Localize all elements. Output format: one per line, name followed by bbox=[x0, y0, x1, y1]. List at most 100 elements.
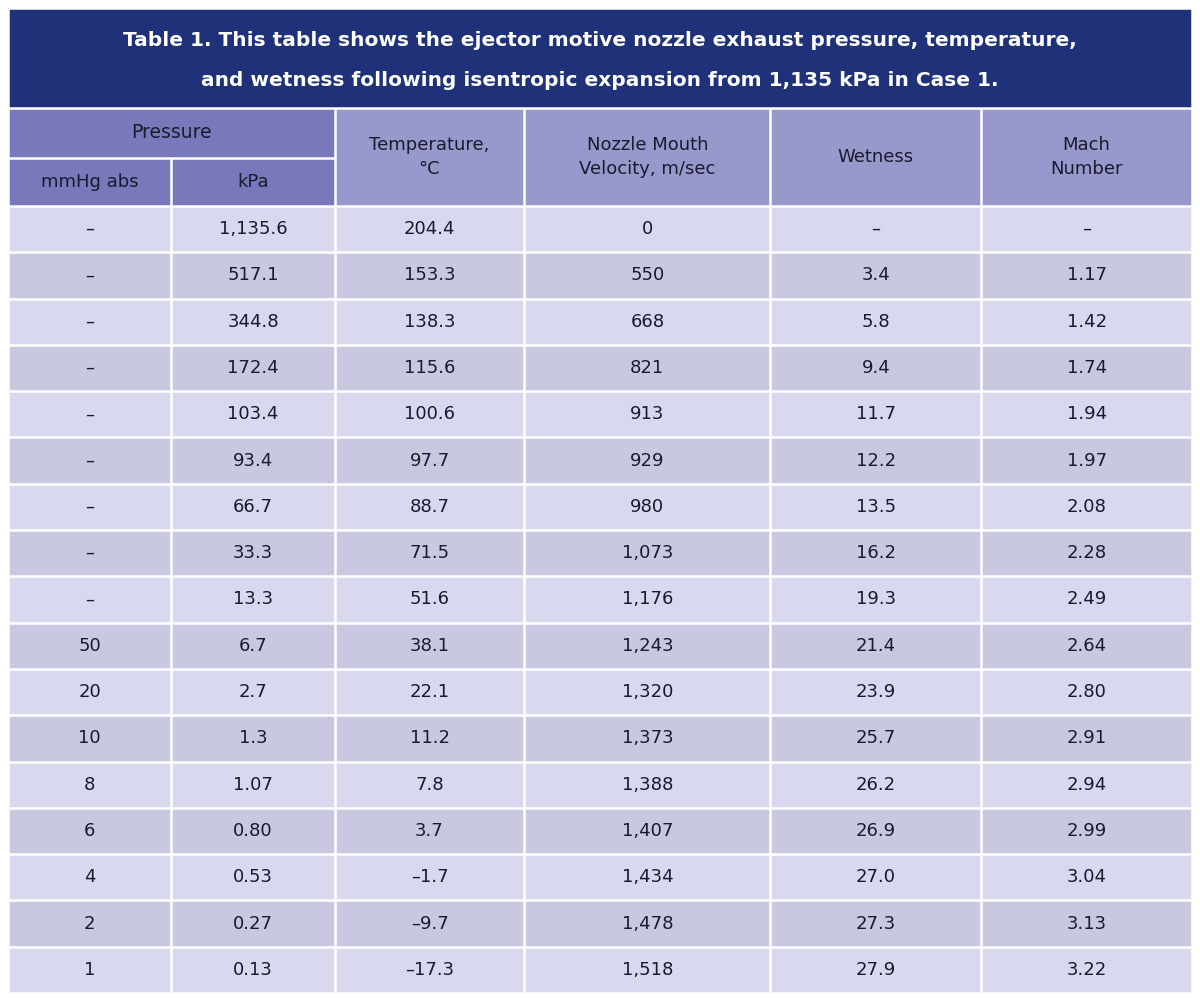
Text: 5.8: 5.8 bbox=[862, 312, 890, 330]
Text: 6: 6 bbox=[84, 822, 95, 840]
Text: 0.80: 0.80 bbox=[233, 822, 272, 840]
Bar bbox=[8, 437, 1192, 483]
Text: 1,407: 1,407 bbox=[622, 822, 673, 840]
Text: 1,176: 1,176 bbox=[622, 591, 673, 609]
Text: 550: 550 bbox=[630, 266, 665, 284]
Text: 103.4: 103.4 bbox=[228, 405, 278, 423]
Text: 1.42: 1.42 bbox=[1067, 312, 1106, 330]
Text: 204.4: 204.4 bbox=[403, 220, 455, 238]
Text: 2: 2 bbox=[84, 915, 96, 933]
Text: 6.7: 6.7 bbox=[239, 637, 268, 655]
Text: Temperature,
°C: Temperature, °C bbox=[370, 136, 490, 178]
Text: –: – bbox=[871, 220, 881, 238]
Text: 38.1: 38.1 bbox=[409, 637, 450, 655]
Text: 22.1: 22.1 bbox=[409, 683, 450, 701]
Text: 8: 8 bbox=[84, 776, 95, 794]
Text: 2.7: 2.7 bbox=[239, 683, 268, 701]
Text: 1,518: 1,518 bbox=[622, 961, 673, 979]
Text: 2.64: 2.64 bbox=[1067, 637, 1106, 655]
Bar bbox=[8, 158, 335, 206]
Text: 3.22: 3.22 bbox=[1067, 961, 1106, 979]
Text: –1.7: –1.7 bbox=[410, 868, 449, 886]
Text: Wetness: Wetness bbox=[838, 148, 914, 166]
Bar bbox=[770, 108, 982, 206]
Text: 1,478: 1,478 bbox=[622, 915, 673, 933]
Text: 1.94: 1.94 bbox=[1067, 405, 1106, 423]
Text: –: – bbox=[85, 405, 94, 423]
Text: 1,135.6: 1,135.6 bbox=[218, 220, 288, 238]
Text: 2.91: 2.91 bbox=[1067, 730, 1106, 748]
Text: 9.4: 9.4 bbox=[862, 359, 890, 377]
Text: 115.6: 115.6 bbox=[404, 359, 455, 377]
Text: –17.3: –17.3 bbox=[404, 961, 454, 979]
Text: 25.7: 25.7 bbox=[856, 730, 896, 748]
Text: 13.3: 13.3 bbox=[233, 591, 274, 609]
Text: 0: 0 bbox=[642, 220, 653, 238]
Bar bbox=[8, 391, 1192, 437]
Bar bbox=[8, 206, 1192, 252]
Text: 88.7: 88.7 bbox=[409, 497, 450, 516]
Text: 13.5: 13.5 bbox=[856, 497, 896, 516]
Text: 50: 50 bbox=[78, 637, 101, 655]
Text: Table 1. This table shows the ejector motive nozzle exhaust pressure, temperatur: Table 1. This table shows the ejector mo… bbox=[124, 30, 1076, 49]
Text: Pressure: Pressure bbox=[131, 123, 211, 142]
Text: 344.8: 344.8 bbox=[227, 312, 278, 330]
Text: 1.17: 1.17 bbox=[1067, 266, 1106, 284]
Text: 11.2: 11.2 bbox=[409, 730, 450, 748]
Text: 2.08: 2.08 bbox=[1067, 497, 1106, 516]
Text: –: – bbox=[1082, 220, 1091, 238]
Text: 1,434: 1,434 bbox=[622, 868, 673, 886]
Text: 517.1: 517.1 bbox=[227, 266, 278, 284]
Text: 2.99: 2.99 bbox=[1067, 822, 1106, 840]
Text: 16.2: 16.2 bbox=[856, 545, 896, 563]
Text: 1,243: 1,243 bbox=[622, 637, 673, 655]
Bar bbox=[8, 623, 1192, 669]
Text: 2.94: 2.94 bbox=[1067, 776, 1106, 794]
Text: 668: 668 bbox=[630, 312, 665, 330]
Text: 12.2: 12.2 bbox=[856, 451, 896, 469]
Bar bbox=[8, 8, 1192, 108]
Bar bbox=[8, 252, 1192, 298]
Text: 1.07: 1.07 bbox=[233, 776, 274, 794]
Text: 2.49: 2.49 bbox=[1067, 591, 1106, 609]
Text: 929: 929 bbox=[630, 451, 665, 469]
Text: 19.3: 19.3 bbox=[856, 591, 896, 609]
Text: 66.7: 66.7 bbox=[233, 497, 274, 516]
Text: 138.3: 138.3 bbox=[403, 312, 455, 330]
Text: 33.3: 33.3 bbox=[233, 545, 274, 563]
Text: 27.0: 27.0 bbox=[856, 868, 896, 886]
Text: 7.8: 7.8 bbox=[415, 776, 444, 794]
Text: –: – bbox=[85, 451, 94, 469]
Bar bbox=[8, 298, 1192, 345]
Text: 3.13: 3.13 bbox=[1067, 915, 1106, 933]
Text: –: – bbox=[85, 497, 94, 516]
Text: 3.4: 3.4 bbox=[862, 266, 890, 284]
Text: 51.6: 51.6 bbox=[409, 591, 450, 609]
Text: 980: 980 bbox=[630, 497, 665, 516]
Text: 3.7: 3.7 bbox=[415, 822, 444, 840]
Text: 153.3: 153.3 bbox=[403, 266, 455, 284]
Text: 172.4: 172.4 bbox=[227, 359, 278, 377]
Text: 4: 4 bbox=[84, 868, 96, 886]
Text: –: – bbox=[85, 312, 94, 330]
Text: 2.28: 2.28 bbox=[1067, 545, 1106, 563]
Text: 93.4: 93.4 bbox=[233, 451, 274, 469]
Text: 97.7: 97.7 bbox=[409, 451, 450, 469]
Text: 26.2: 26.2 bbox=[856, 776, 896, 794]
Bar bbox=[8, 345, 1192, 391]
Text: 26.9: 26.9 bbox=[856, 822, 896, 840]
Text: 0.13: 0.13 bbox=[233, 961, 274, 979]
Text: 27.3: 27.3 bbox=[856, 915, 896, 933]
Bar bbox=[982, 108, 1192, 206]
Text: 913: 913 bbox=[630, 405, 665, 423]
Text: 21.4: 21.4 bbox=[856, 637, 896, 655]
Text: 1,073: 1,073 bbox=[622, 545, 673, 563]
Text: kPa: kPa bbox=[238, 173, 269, 191]
Text: and wetness following isentropic expansion from 1,135 kPa in Case 1.: and wetness following isentropic expansi… bbox=[202, 70, 998, 89]
Bar bbox=[8, 947, 1192, 993]
Bar bbox=[335, 108, 524, 206]
Bar bbox=[8, 577, 1192, 623]
Bar bbox=[8, 762, 1192, 808]
Text: 1,373: 1,373 bbox=[622, 730, 673, 748]
Text: Nozzle Mouth
Velocity, m/sec: Nozzle Mouth Velocity, m/sec bbox=[580, 136, 715, 178]
